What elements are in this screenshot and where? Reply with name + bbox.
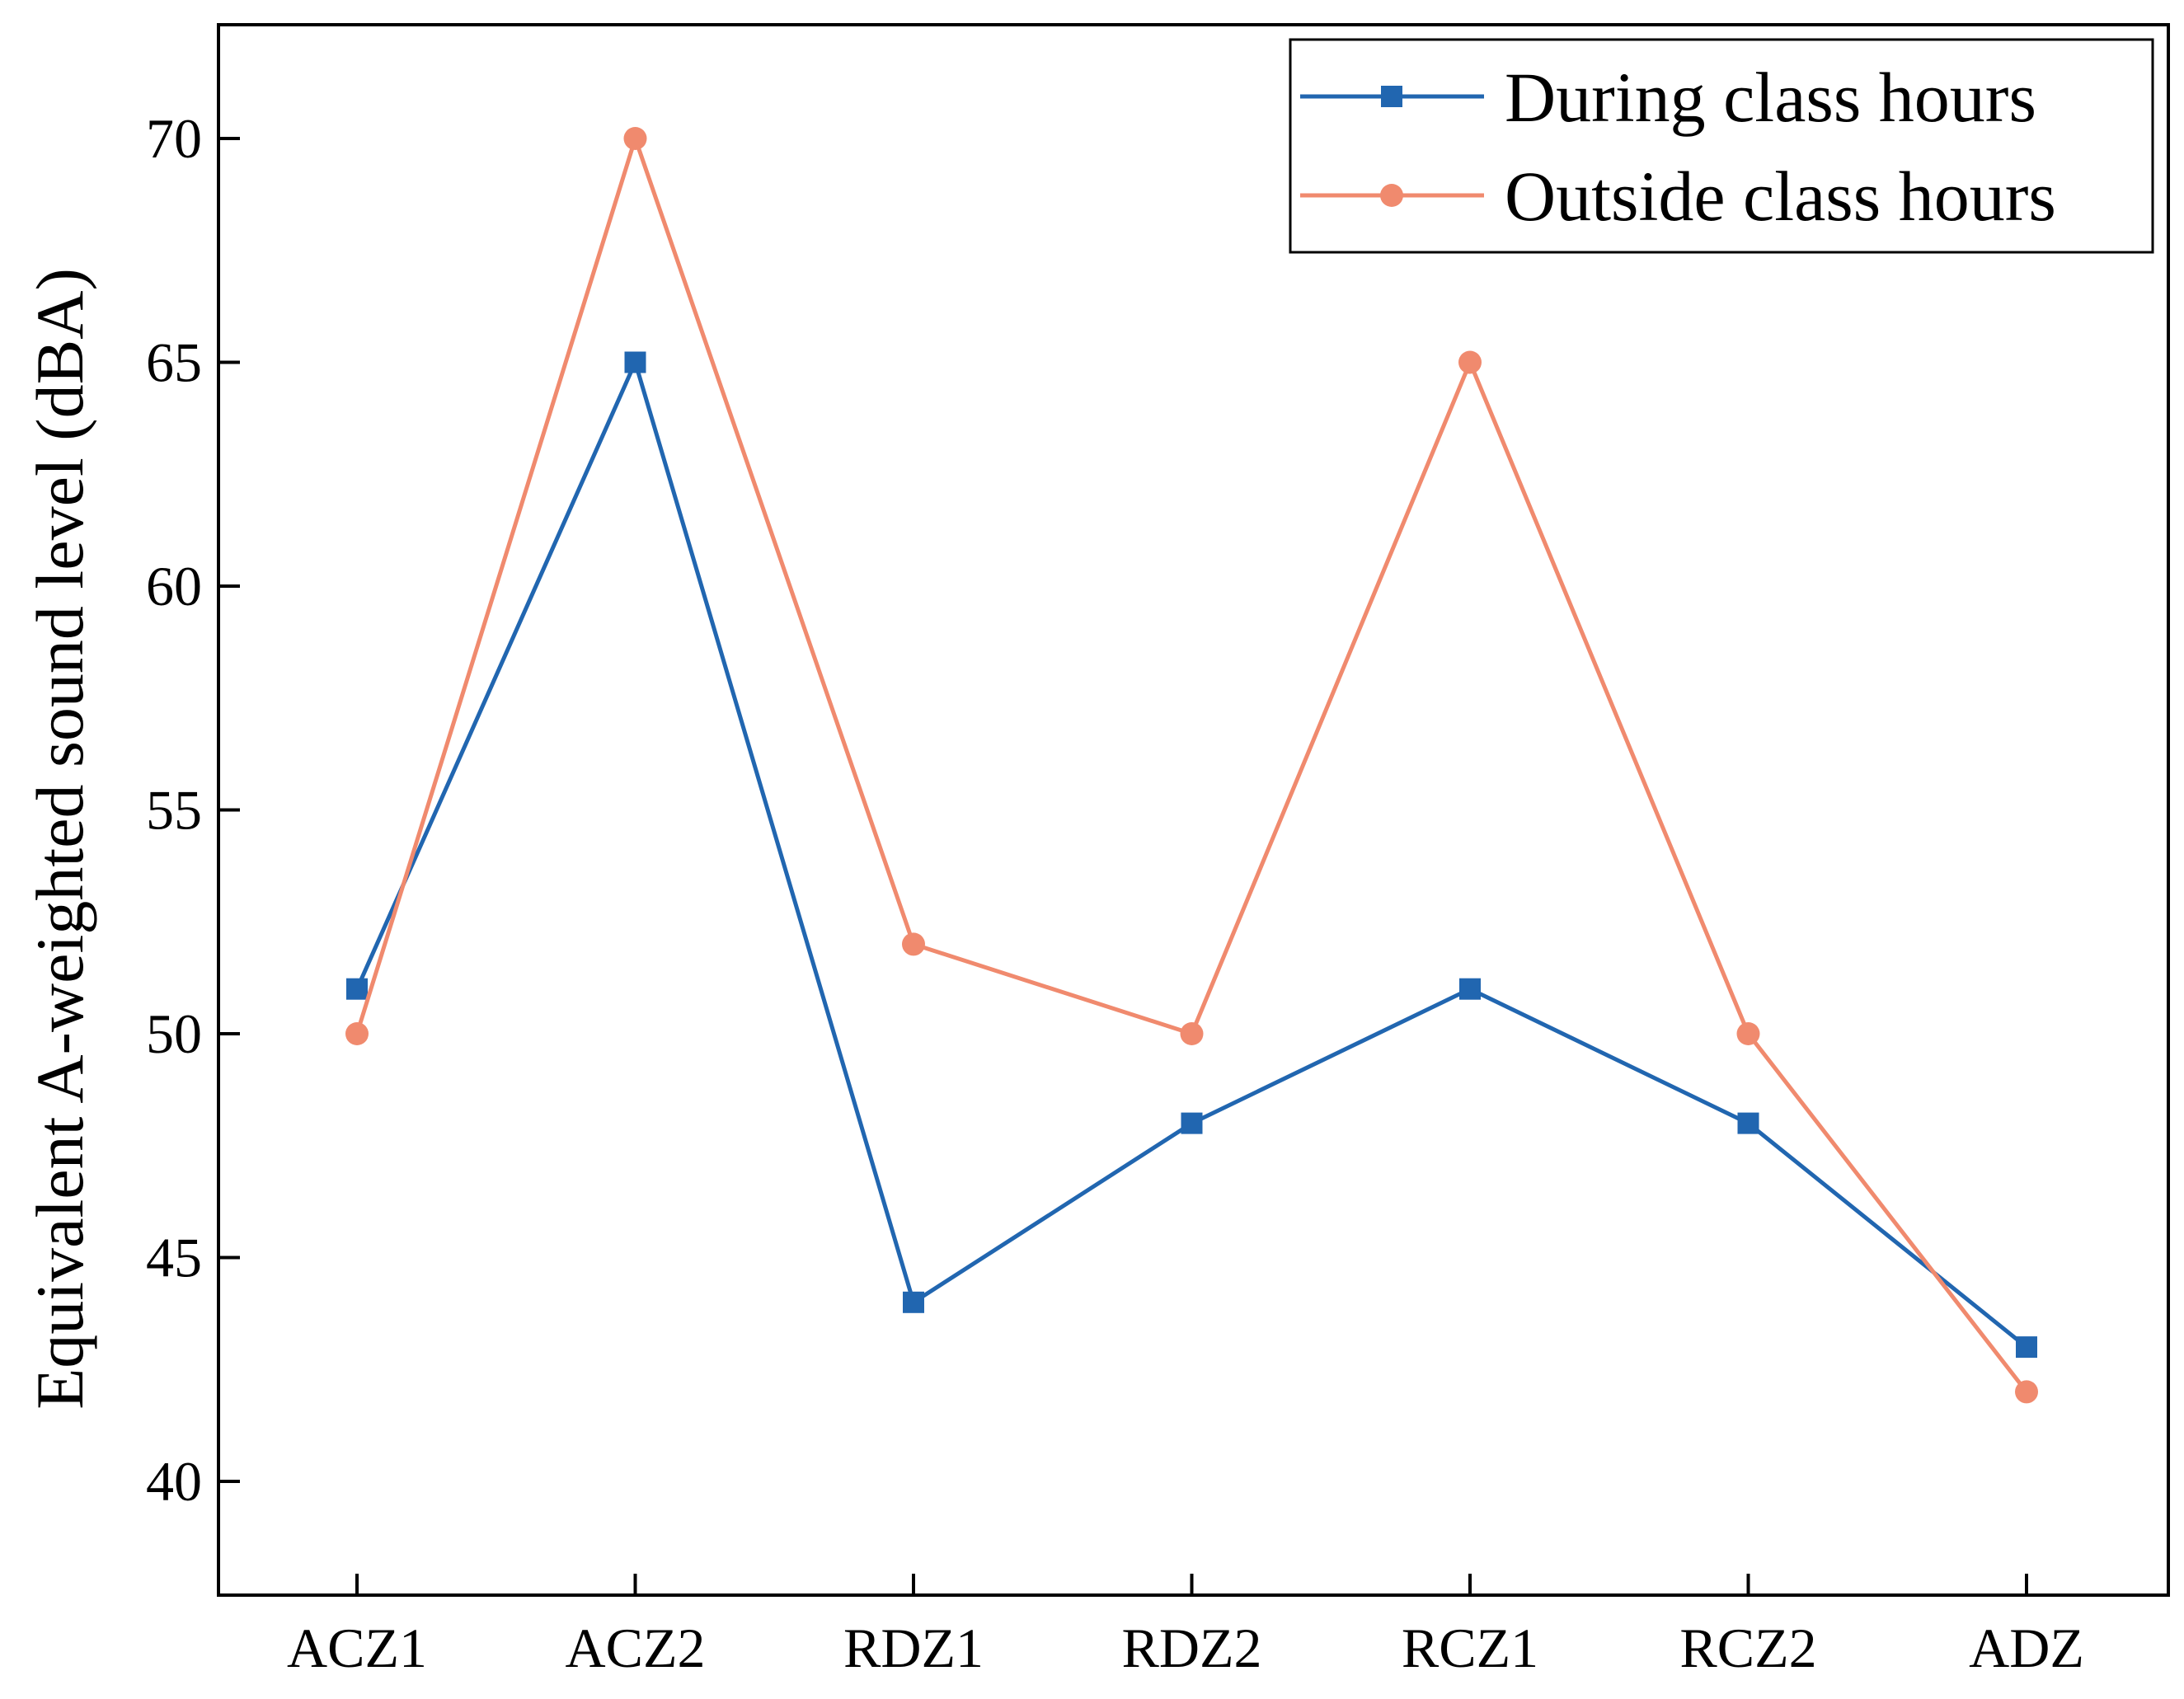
data-point-during-class-hours (1459, 978, 1481, 1000)
legend-box (1289, 38, 2154, 254)
x-tick-label: ACZ2 (566, 1617, 706, 1679)
data-point-during-class-hours (2016, 1336, 2037, 1359)
data-point-during-class-hours (903, 1291, 924, 1313)
data-point-outside-class-hours (1736, 1022, 1760, 1045)
data-point-outside-class-hours (345, 1022, 369, 1045)
data-point-outside-class-hours (1180, 1022, 1204, 1045)
data-point-outside-class-hours (1458, 350, 1482, 374)
legend-marker-outside-class-hours (1380, 184, 1403, 207)
legend-label-during-class-hours: During class hours (1505, 58, 2036, 137)
data-point-during-class-hours (1181, 1112, 1203, 1134)
ticks-layer: 40 45 50 55 60 65 70 ACZ1 ACZ2 RDZ1 RDZ2 RCZ1 RCZ2 AD… (146, 107, 2084, 1679)
y-tick-label: 60 (146, 555, 202, 617)
data-point-outside-class-hours (2015, 1380, 2038, 1404)
y-tick-label: 55 (146, 779, 202, 842)
x-tick-label: ADZ (1969, 1617, 2084, 1679)
y-tick-label: 65 (146, 331, 202, 394)
y-tick-label: 70 (146, 107, 202, 170)
x-tick-label: RDZ1 (843, 1617, 984, 1679)
x-tick-label: RCZ2 (1679, 1617, 1816, 1679)
x-tick-label: RCZ1 (1402, 1617, 1538, 1679)
data-point-during-class-hours (346, 978, 368, 1000)
x-tick-label: RDZ2 (1122, 1617, 1262, 1679)
legend-label-outside-class-hours: Outside class hours (1505, 157, 2056, 236)
y-axis-title: Equivalent A-weighted sound level (dBA) (22, 268, 97, 1410)
data-point-during-class-hours (1737, 1112, 1759, 1134)
legend-marker-during-class-hours (1381, 86, 1402, 107)
y-tick-label: 40 (146, 1450, 202, 1513)
y-tick-label: 45 (146, 1227, 202, 1289)
plot-frame (217, 23, 2170, 1597)
data-point-during-class-hours (624, 351, 646, 373)
data-point-outside-class-hours (623, 127, 647, 150)
series-layer (345, 127, 2038, 1404)
y-tick-label: 50 (146, 1002, 202, 1065)
data-point-outside-class-hours (902, 932, 925, 956)
legend: During class hours Outside class hours (1289, 38, 2154, 254)
x-tick-label: ACZ1 (287, 1617, 427, 1679)
